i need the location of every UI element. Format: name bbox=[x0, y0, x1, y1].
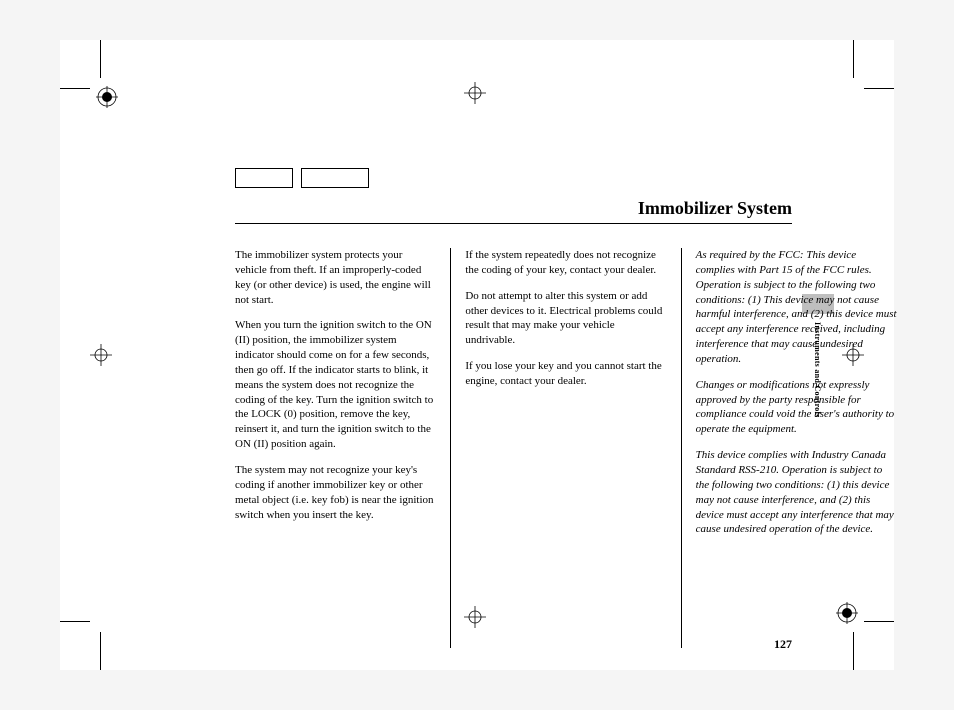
registration-cross-icon bbox=[90, 344, 112, 366]
body-paragraph: When you turn the ignition switch to the… bbox=[235, 318, 436, 452]
body-paragraph: This device complies with Industry Canad… bbox=[696, 448, 897, 537]
page-title: Immobilizer System bbox=[638, 198, 792, 219]
body-paragraph: Changes or modifications not expressly a… bbox=[696, 378, 897, 437]
body-paragraph: The system may not recognize your key's … bbox=[235, 463, 436, 522]
page-number: 127 bbox=[774, 637, 792, 652]
body-paragraph: If the system repeatedly does not recogn… bbox=[465, 248, 666, 278]
body-paragraph: Do not attempt to alter this system or a… bbox=[465, 289, 666, 348]
registration-cross-icon bbox=[464, 82, 486, 104]
body-paragraph: The immobilizer system protects your veh… bbox=[235, 248, 436, 307]
header-rule bbox=[235, 223, 792, 224]
registration-mark-icon bbox=[96, 86, 118, 108]
page: Immobilizer System Instruments and Contr… bbox=[60, 40, 894, 670]
column-3: As required by the FCC: This device comp… bbox=[681, 248, 911, 648]
header-boxes bbox=[235, 168, 369, 188]
column-1: The immobilizer system protects your veh… bbox=[235, 248, 450, 648]
body-columns: The immobilizer system protects your veh… bbox=[235, 248, 911, 648]
header-box-1 bbox=[235, 168, 293, 188]
body-paragraph: If you lose your key and you cannot star… bbox=[465, 359, 666, 389]
header-box-2 bbox=[301, 168, 369, 188]
column-2: If the system repeatedly does not recogn… bbox=[450, 248, 680, 648]
body-paragraph: As required by the FCC: This device comp… bbox=[696, 248, 897, 367]
